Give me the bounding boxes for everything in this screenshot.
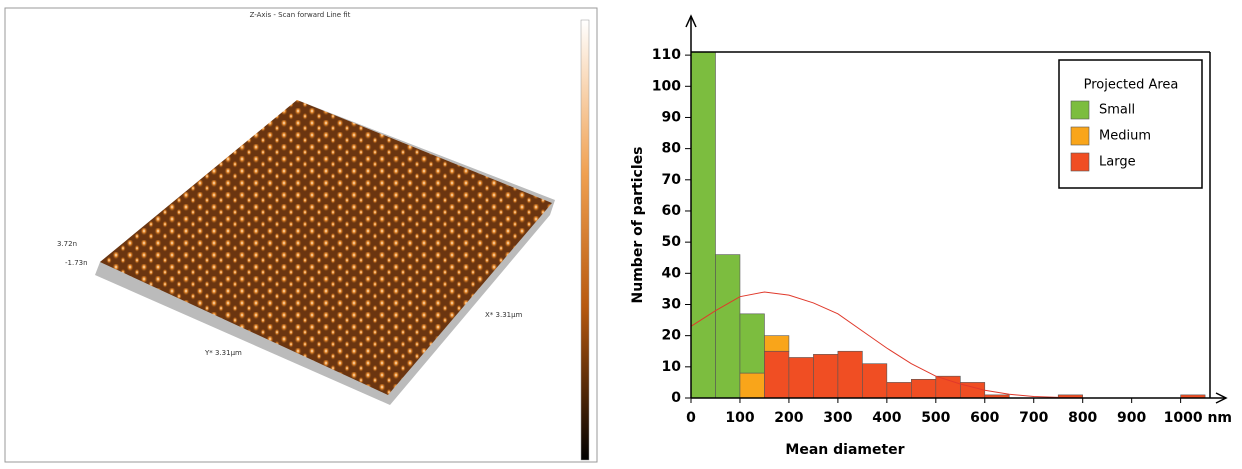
legend-swatch — [1071, 127, 1089, 145]
x-tick-label: 700 — [1019, 410, 1048, 426]
bar — [887, 382, 911, 398]
y-tick-label: 100 — [652, 78, 681, 94]
bar — [764, 336, 788, 352]
y-tick-label: 60 — [662, 203, 682, 219]
x-tick-label: 0 — [686, 410, 696, 426]
y-tick-label: 40 — [662, 265, 682, 281]
bar — [911, 379, 935, 398]
legend-label: Large — [1099, 155, 1136, 170]
x-tick-label: 500 — [921, 410, 950, 426]
bar — [740, 373, 764, 398]
y-axis-label: Number of particles — [630, 147, 646, 304]
bar — [789, 357, 813, 398]
legend-title: Projected Area — [1084, 78, 1179, 93]
bar — [715, 255, 739, 398]
x-tick-label: 100 — [725, 410, 754, 426]
y-tick-label: 110 — [652, 47, 681, 63]
bar — [691, 52, 715, 398]
y-tick-label: 70 — [662, 172, 682, 188]
y-tick-label: 0 — [671, 390, 681, 406]
x-tick-label: 1000 nm — [1164, 410, 1232, 426]
afm-title: Z-Axis - Scan forward Line fit — [250, 11, 351, 19]
x-tick-label: 300 — [823, 410, 852, 426]
y-tick-label: 30 — [662, 296, 682, 312]
legend-swatch — [1071, 153, 1089, 171]
x-tick-label: 800 — [1068, 410, 1097, 426]
x-tick-label: 400 — [872, 410, 901, 426]
legend-label: Medium — [1099, 129, 1151, 144]
histogram: Mean diameter Number of particles 0 10 20 3… — [630, 16, 1232, 458]
y-tick-label: 50 — [662, 234, 682, 250]
x-tick-label: 900 — [1117, 410, 1146, 426]
afm-z-max: 3.72n — [57, 240, 77, 248]
bar — [740, 314, 764, 373]
bar — [764, 351, 788, 398]
legend-swatch — [1071, 101, 1089, 119]
page: Z-Axis - Scan forward Line fit 3.72n -1.… — [0, 0, 1242, 465]
bar — [813, 354, 837, 398]
bar — [838, 351, 862, 398]
color-bar — [581, 20, 589, 460]
x-axis-label: Mean diameter — [785, 442, 904, 458]
x-tick-label: 200 — [774, 410, 803, 426]
y-tick-label: 90 — [662, 109, 682, 125]
afm-y-size: Y* 3.31μm — [204, 349, 242, 357]
y-tick-label: 20 — [662, 328, 682, 344]
y-tick-label: 80 — [662, 141, 682, 157]
x-tick-label: 600 — [970, 410, 999, 426]
legend-label: Small — [1099, 103, 1135, 118]
bar — [936, 376, 960, 398]
bar — [862, 364, 886, 398]
afm-z-min: -1.73n — [65, 259, 88, 267]
afm-x-size: X* 3.31μm — [485, 311, 523, 319]
y-tick-label: 10 — [662, 359, 682, 375]
afm-panel: Z-Axis - Scan forward Line fit 3.72n -1.… — [5, 8, 597, 462]
